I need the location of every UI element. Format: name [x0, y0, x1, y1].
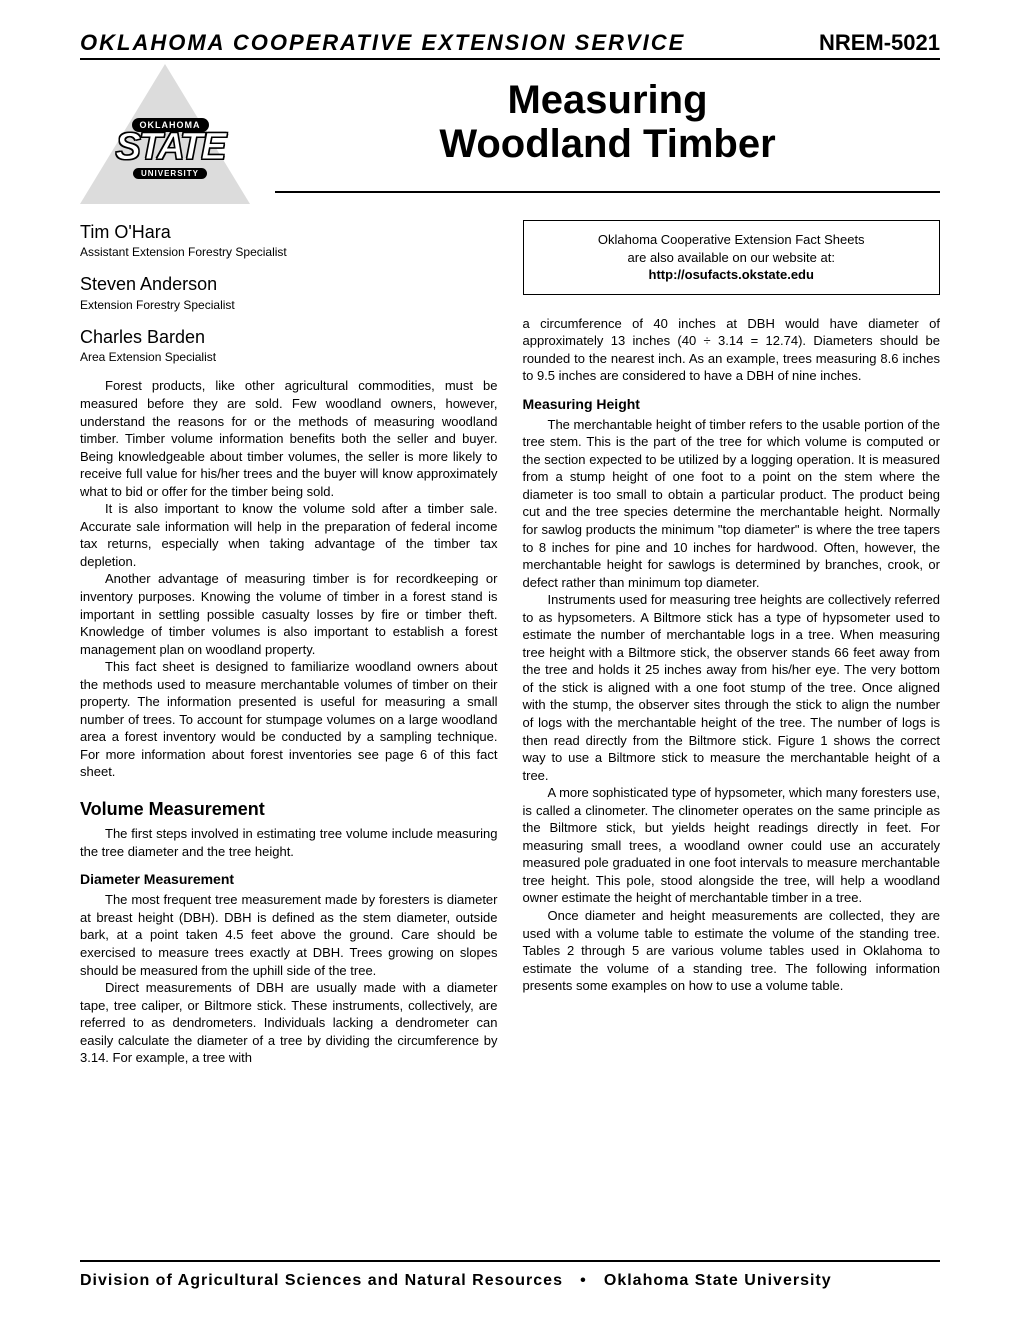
- section-heading-volume: Volume Measurement: [80, 797, 498, 821]
- osu-logo: OKLAHOMA STATE UNIVERSITY: [80, 70, 260, 200]
- header-row: OKLAHOMA COOPERATIVE EXTENSION SERVICE N…: [80, 30, 940, 60]
- paragraph: It is also important to know the volume …: [80, 500, 498, 570]
- paragraph: The most frequent tree measurement made …: [80, 891, 498, 979]
- logo-text: OKLAHOMA STATE UNIVERSITY: [95, 115, 245, 181]
- logo-line-university: UNIVERSITY: [133, 168, 207, 179]
- sub-heading-diameter: Diameter Measurement: [80, 870, 498, 889]
- author-1: Tim O'Hara Assistant Extension Forestry …: [80, 220, 498, 260]
- footer-left: Division of Agricultural Sciences and Na…: [80, 1272, 563, 1289]
- author-name: Charles Barden: [80, 325, 498, 349]
- info-url: http://osufacts.okstate.edu: [649, 267, 814, 282]
- info-line-2: are also available on our website at:: [628, 250, 835, 265]
- authors-block: Tim O'Hara Assistant Extension Forestry …: [80, 220, 498, 365]
- right-column: Oklahoma Cooperative Extension Fact Shee…: [523, 220, 941, 1067]
- paragraph: Direct measurements of DBH are usually m…: [80, 979, 498, 1067]
- footer-right: Oklahoma State University: [604, 1272, 832, 1289]
- footer: Division of Agricultural Sciences and Na…: [80, 1260, 940, 1290]
- body-columns: Tim O'Hara Assistant Extension Forestry …: [80, 220, 940, 1067]
- author-name: Tim O'Hara: [80, 220, 498, 244]
- paragraph: A more sophisticated type of hypsometer,…: [523, 784, 941, 907]
- author-name: Steven Anderson: [80, 272, 498, 296]
- info-line-1: Oklahoma Cooperative Extension Fact Shee…: [598, 232, 865, 247]
- paragraph: Once diameter and height measurements ar…: [523, 907, 941, 995]
- author-role: Extension Forestry Specialist: [80, 297, 498, 313]
- title-line-2: Woodland Timber: [439, 122, 775, 166]
- left-column: Tim O'Hara Assistant Extension Forestry …: [80, 220, 498, 1067]
- author-role: Area Extension Specialist: [80, 349, 498, 365]
- paragraph: The merchantable height of timber refers…: [523, 416, 941, 591]
- footer-bullet-icon: •: [568, 1272, 598, 1290]
- paragraph: This fact sheet is designed to familiari…: [80, 658, 498, 781]
- title-block: OKLAHOMA STATE UNIVERSITY Measuring Wood…: [80, 70, 940, 200]
- paragraph: The first steps involved in estimating t…: [80, 825, 498, 860]
- paragraph: Instruments used for measuring tree heig…: [523, 591, 941, 784]
- title-area: Measuring Woodland Timber: [275, 78, 940, 193]
- author-2: Steven Anderson Extension Forestry Speci…: [80, 272, 498, 312]
- doc-code: NREM-5021: [819, 30, 940, 56]
- info-box: Oklahoma Cooperative Extension Fact Shee…: [523, 220, 941, 295]
- paragraph: Forest products, like other agricultural…: [80, 377, 498, 500]
- logo-line-state: STATE: [95, 131, 245, 163]
- sub-heading-height: Measuring Height: [523, 395, 941, 414]
- title-line-1: Measuring: [507, 78, 707, 122]
- paragraph: Another advantage of measuring timber is…: [80, 570, 498, 658]
- author-3: Charles Barden Area Extension Specialist: [80, 325, 498, 365]
- service-name: OKLAHOMA COOPERATIVE EXTENSION SERVICE: [80, 30, 819, 56]
- page-title: Measuring Woodland Timber: [275, 78, 940, 166]
- paragraph: a circumference of 40 inches at DBH woul…: [523, 315, 941, 385]
- author-role: Assistant Extension Forestry Specialist: [80, 244, 498, 260]
